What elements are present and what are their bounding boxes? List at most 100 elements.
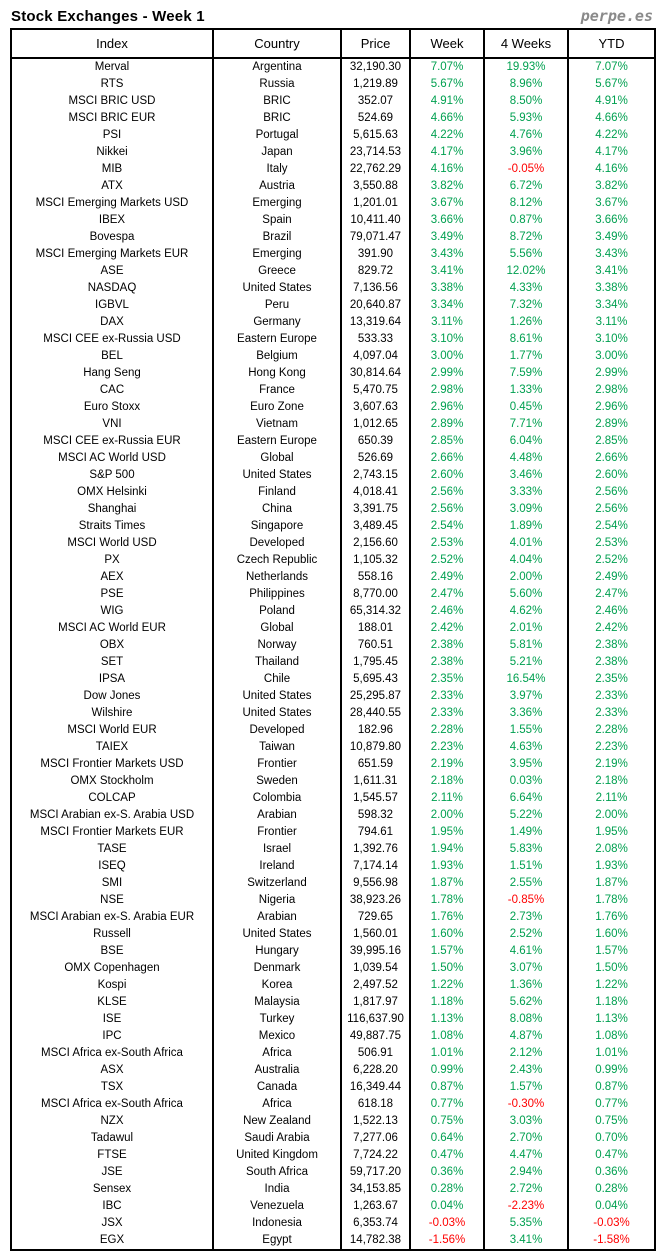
cell-week: 2.98% <box>409 382 485 399</box>
cell-price: 651.59 <box>340 756 411 773</box>
cell-price: 59,717.20 <box>340 1164 411 1181</box>
cell-4weeks: 7.32% <box>483 297 569 314</box>
cell-ytd: 2.11% <box>567 790 656 807</box>
table-row: COLCAP Colombia 1,545.57 2.11% 6.64% 2.11% <box>10 790 656 807</box>
cell-ytd: 4.91% <box>567 93 656 110</box>
cell-index: MSCI Emerging Markets USD <box>10 195 214 212</box>
cell-4weeks: 3.03% <box>483 1113 569 1130</box>
col-header-country: Country <box>212 28 342 59</box>
cell-country: Frontier <box>212 756 342 773</box>
cell-4weeks: 5.83% <box>483 841 569 858</box>
table-row: JSX Indonesia 6,353.74 -0.03% 5.35% -0.03% <box>10 1215 656 1232</box>
cell-ytd: 0.70% <box>567 1130 656 1147</box>
cell-ytd: 0.99% <box>567 1062 656 1079</box>
cell-index: Wilshire <box>10 705 214 722</box>
table-row: ATX Austria 3,550.88 3.82% 6.72% 3.82% <box>10 178 656 195</box>
cell-ytd: 2.56% <box>567 484 656 501</box>
cell-week: 2.28% <box>409 722 485 739</box>
cell-ytd: 0.04% <box>567 1198 656 1215</box>
cell-4weeks: -0.85% <box>483 892 569 909</box>
cell-country: Taiwan <box>212 739 342 756</box>
cell-country: Canada <box>212 1079 342 1096</box>
table-row: PSE Philippines 8,770.00 2.47% 5.60% 2.47% <box>10 586 656 603</box>
cell-country: United Kingdom <box>212 1147 342 1164</box>
table-row: MSCI Emerging Markets EUR Emerging 391.90 3… <box>10 246 656 263</box>
cell-index: IGBVL <box>10 297 214 314</box>
cell-4weeks: 4.62% <box>483 603 569 620</box>
cell-country: Indonesia <box>212 1215 342 1232</box>
cell-4weeks: 2.12% <box>483 1045 569 1062</box>
table-row: OMX Stockholm Sweden 1,611.31 2.18% 0.03% 2.1… <box>10 773 656 790</box>
cell-country: Spain <box>212 212 342 229</box>
cell-week: 2.33% <box>409 688 485 705</box>
cell-country: Developed <box>212 722 342 739</box>
cell-ytd: 2.60% <box>567 467 656 484</box>
table-row: NSE Nigeria 38,923.26 1.78% -0.85% 1.78% <box>10 892 656 909</box>
cell-country: United States <box>212 688 342 705</box>
cell-index: OMX Copenhagen <box>10 960 214 977</box>
cell-4weeks: 3.95% <box>483 756 569 773</box>
cell-price: 30,814.64 <box>340 365 411 382</box>
cell-index: ASE <box>10 263 214 280</box>
cell-ytd: 2.38% <box>567 654 656 671</box>
cell-week: 1.76% <box>409 909 485 926</box>
col-header-price: Price <box>340 28 411 59</box>
cell-week: 0.64% <box>409 1130 485 1147</box>
cell-country: Frontier <box>212 824 342 841</box>
cell-ytd: 1.08% <box>567 1028 656 1045</box>
cell-ytd: 2.42% <box>567 620 656 637</box>
cell-week: 2.19% <box>409 756 485 773</box>
cell-country: Malaysia <box>212 994 342 1011</box>
cell-ytd: 3.82% <box>567 178 656 195</box>
cell-4weeks: 1.89% <box>483 518 569 535</box>
cell-week: 2.42% <box>409 620 485 637</box>
cell-country: Nigeria <box>212 892 342 909</box>
cell-week: 2.33% <box>409 705 485 722</box>
cell-ytd: 2.33% <box>567 705 656 722</box>
cell-ytd: 2.49% <box>567 569 656 586</box>
cell-4weeks: 2.72% <box>483 1181 569 1198</box>
cell-ytd: 4.66% <box>567 110 656 127</box>
cell-4weeks: 6.64% <box>483 790 569 807</box>
cell-index: COLCAP <box>10 790 214 807</box>
cell-country: United States <box>212 280 342 297</box>
cell-week: 3.66% <box>409 212 485 229</box>
cell-week: 5.67% <box>409 76 485 93</box>
cell-index: Kospi <box>10 977 214 994</box>
cell-4weeks: 3.33% <box>483 484 569 501</box>
cell-week: 1.18% <box>409 994 485 1011</box>
table-row: OMX Copenhagen Denmark 1,039.54 1.50% 3.07% 1… <box>10 960 656 977</box>
cell-index: Merval <box>10 58 214 76</box>
cell-country: Global <box>212 450 342 467</box>
cell-ytd: 2.99% <box>567 365 656 382</box>
cell-ytd: 2.23% <box>567 739 656 756</box>
cell-index: MSCI Emerging Markets EUR <box>10 246 214 263</box>
cell-ytd: 2.18% <box>567 773 656 790</box>
cell-index: Tadawul <box>10 1130 214 1147</box>
cell-price: 1,201.01 <box>340 195 411 212</box>
table-row: SMI Switzerland 9,556.98 1.87% 2.55% 1.87% <box>10 875 656 892</box>
cell-country: Colombia <box>212 790 342 807</box>
cell-week: 3.00% <box>409 348 485 365</box>
cell-price: 20,640.87 <box>340 297 411 314</box>
col-header-index: Index <box>10 28 214 59</box>
cell-country: Sweden <box>212 773 342 790</box>
cell-country: India <box>212 1181 342 1198</box>
cell-4weeks: 12.02% <box>483 263 569 280</box>
cell-week: 1.94% <box>409 841 485 858</box>
cell-week: 0.04% <box>409 1198 485 1215</box>
cell-index: MSCI Africa ex-South Africa <box>10 1096 214 1113</box>
cell-4weeks: 8.08% <box>483 1011 569 1028</box>
cell-week: 3.41% <box>409 263 485 280</box>
cell-4weeks: 5.60% <box>483 586 569 603</box>
cell-4weeks: 5.62% <box>483 994 569 1011</box>
cell-index: PSI <box>10 127 214 144</box>
cell-week: 3.49% <box>409 229 485 246</box>
cell-price: 34,153.85 <box>340 1181 411 1198</box>
cell-ytd: -0.03% <box>567 1215 656 1232</box>
cell-price: 3,607.63 <box>340 399 411 416</box>
cell-index: FTSE <box>10 1147 214 1164</box>
cell-price: 1,012.65 <box>340 416 411 433</box>
cell-4weeks: 7.59% <box>483 365 569 382</box>
cell-ytd: 3.41% <box>567 263 656 280</box>
